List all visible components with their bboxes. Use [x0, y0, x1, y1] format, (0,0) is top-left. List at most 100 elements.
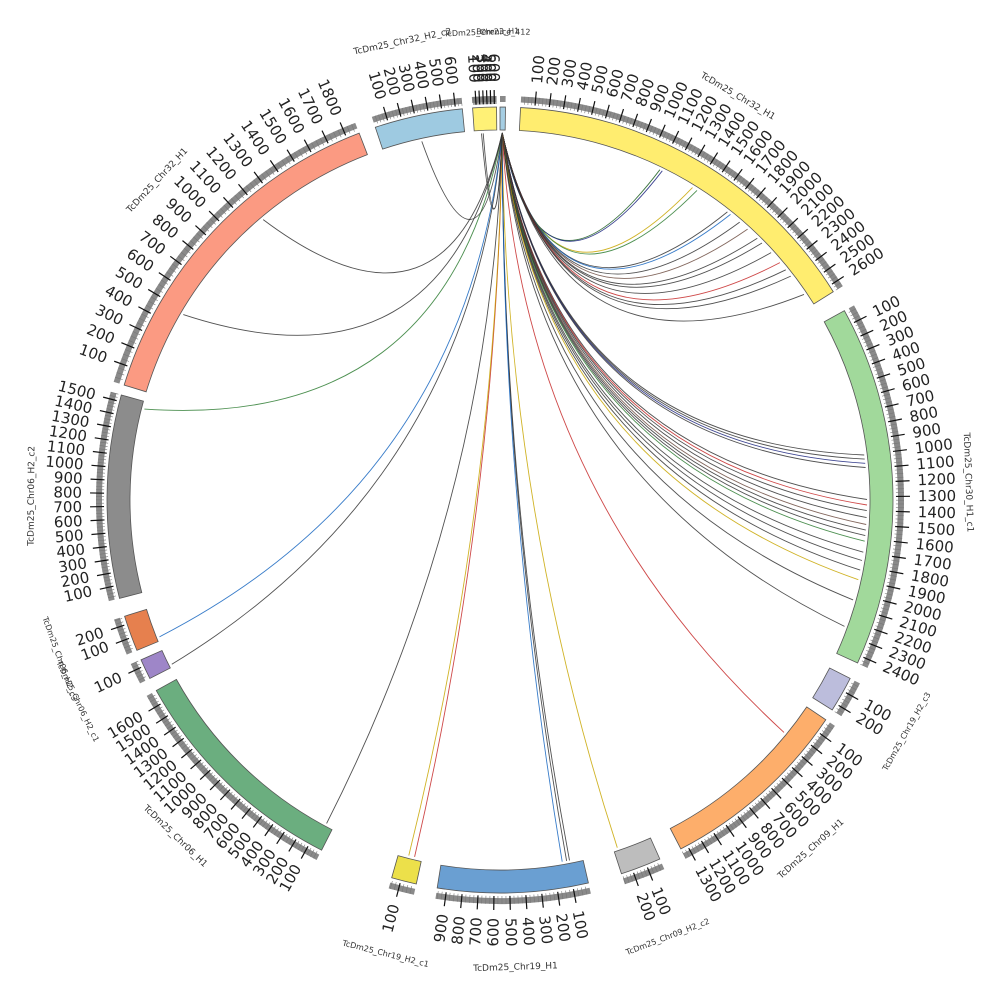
minor-tick: [192, 756, 200, 763]
minor-tick: [315, 140, 320, 148]
minor-tick: [313, 851, 318, 859]
minor-tick: [538, 97, 540, 106]
minor-tick: [405, 885, 409, 893]
minor-tick: [389, 881, 393, 889]
ideogram-tcdm25-chr09-h2-c2-5: [613, 837, 661, 875]
minor-tick: [825, 270, 833, 276]
tick-label: 500: [425, 57, 447, 88]
tick-label: 1000: [914, 435, 954, 458]
major-tick: [169, 255, 182, 266]
minor-tick: [155, 706, 163, 712]
minor-tick: [774, 209, 781, 216]
major-tick: [721, 160, 731, 173]
link-32: [501, 132, 854, 601]
minor-tick: [242, 805, 249, 812]
major-tick: [874, 628, 888, 635]
major-tick: [96, 572, 111, 577]
minor-tick: [101, 431, 110, 434]
minor-tick: [799, 758, 806, 765]
major-tick: [791, 766, 803, 778]
major-tick: [591, 100, 596, 115]
minor-tick: [130, 335, 139, 340]
minor-tick: [866, 650, 874, 654]
minor-tick: [306, 847, 312, 856]
minor-tick: [867, 350, 876, 354]
tick-label: 100: [569, 909, 592, 940]
minor-tick: [871, 636, 880, 640]
minor-tick: [848, 308, 857, 313]
major-tick: [771, 787, 782, 799]
major-tick: [777, 207, 788, 219]
major-tick: [749, 807, 759, 819]
minor-tick: [97, 529, 106, 531]
link-36: [501, 132, 570, 861]
link-43: [159, 132, 503, 638]
minor-tick: [874, 368, 883, 372]
minor-tick: [715, 161, 721, 169]
minor-tick: [884, 592, 893, 596]
major-tick: [438, 94, 443, 109]
minor-tick: [270, 826, 276, 834]
major-tick: [838, 704, 851, 714]
minor-tick: [681, 141, 687, 149]
minor-tick: [833, 282, 841, 288]
minor-tick: [107, 404, 116, 408]
minor-tick: [281, 159, 287, 167]
minor-tick: [446, 99, 449, 108]
minor-tick: [789, 769, 796, 776]
minor-tick: [808, 747, 816, 754]
tick-label: 400: [518, 917, 538, 947]
major-tick: [632, 113, 639, 128]
link-38: [501, 132, 563, 862]
minor-tick: [594, 107, 598, 116]
link-35: [501, 132, 618, 848]
minor-tick: [285, 835, 291, 843]
major-tick: [443, 892, 447, 907]
minor-tick: [889, 427, 898, 430]
minor-tick: [786, 772, 794, 779]
minor-tick: [779, 214, 787, 221]
link-33: [501, 132, 845, 627]
minor-tick: [704, 838, 709, 847]
major-tick: [871, 358, 886, 365]
major-tick: [424, 96, 429, 111]
minor-tick: [150, 296, 158, 302]
tick-label: 1600: [915, 535, 955, 557]
minor-tick: [553, 892, 556, 901]
major-tick: [99, 585, 114, 590]
minor-tick: [880, 607, 889, 611]
minor-tick: [206, 222, 213, 229]
minor-tick: [128, 340, 137, 344]
major-tick: [172, 737, 185, 748]
minor-tick: [743, 811, 749, 819]
minor-tick: [395, 109, 398, 118]
minor-tick: [319, 138, 325, 146]
minor-tick: [443, 99, 446, 108]
minor-tick: [836, 708, 844, 713]
major-tick: [894, 464, 909, 467]
ideogram-tcdm25-chr06-h2-c3-10: [124, 608, 159, 651]
major-tick: [557, 891, 561, 906]
major-tick: [482, 90, 484, 105]
minor-tick: [183, 746, 191, 752]
minor-tick: [806, 750, 813, 757]
minor-tick: [861, 660, 870, 665]
tick-label: 100: [91, 668, 125, 696]
major-tick: [223, 196, 234, 209]
major-tick: [129, 323, 143, 332]
minor-tick: [136, 673, 145, 678]
minor-tick: [223, 204, 230, 212]
minor-tick: [226, 791, 233, 799]
minor-tick: [545, 893, 548, 902]
minor-tick: [259, 818, 265, 825]
minor-tick: [265, 822, 271, 830]
minor-tick: [718, 163, 724, 171]
minor-tick: [804, 241, 811, 247]
major-tick: [209, 779, 221, 791]
major-tick: [541, 893, 544, 908]
minor-tick: [199, 764, 206, 771]
link-41: [326, 132, 503, 824]
minor-tick: [883, 401, 892, 404]
minor-tick: [465, 894, 467, 903]
